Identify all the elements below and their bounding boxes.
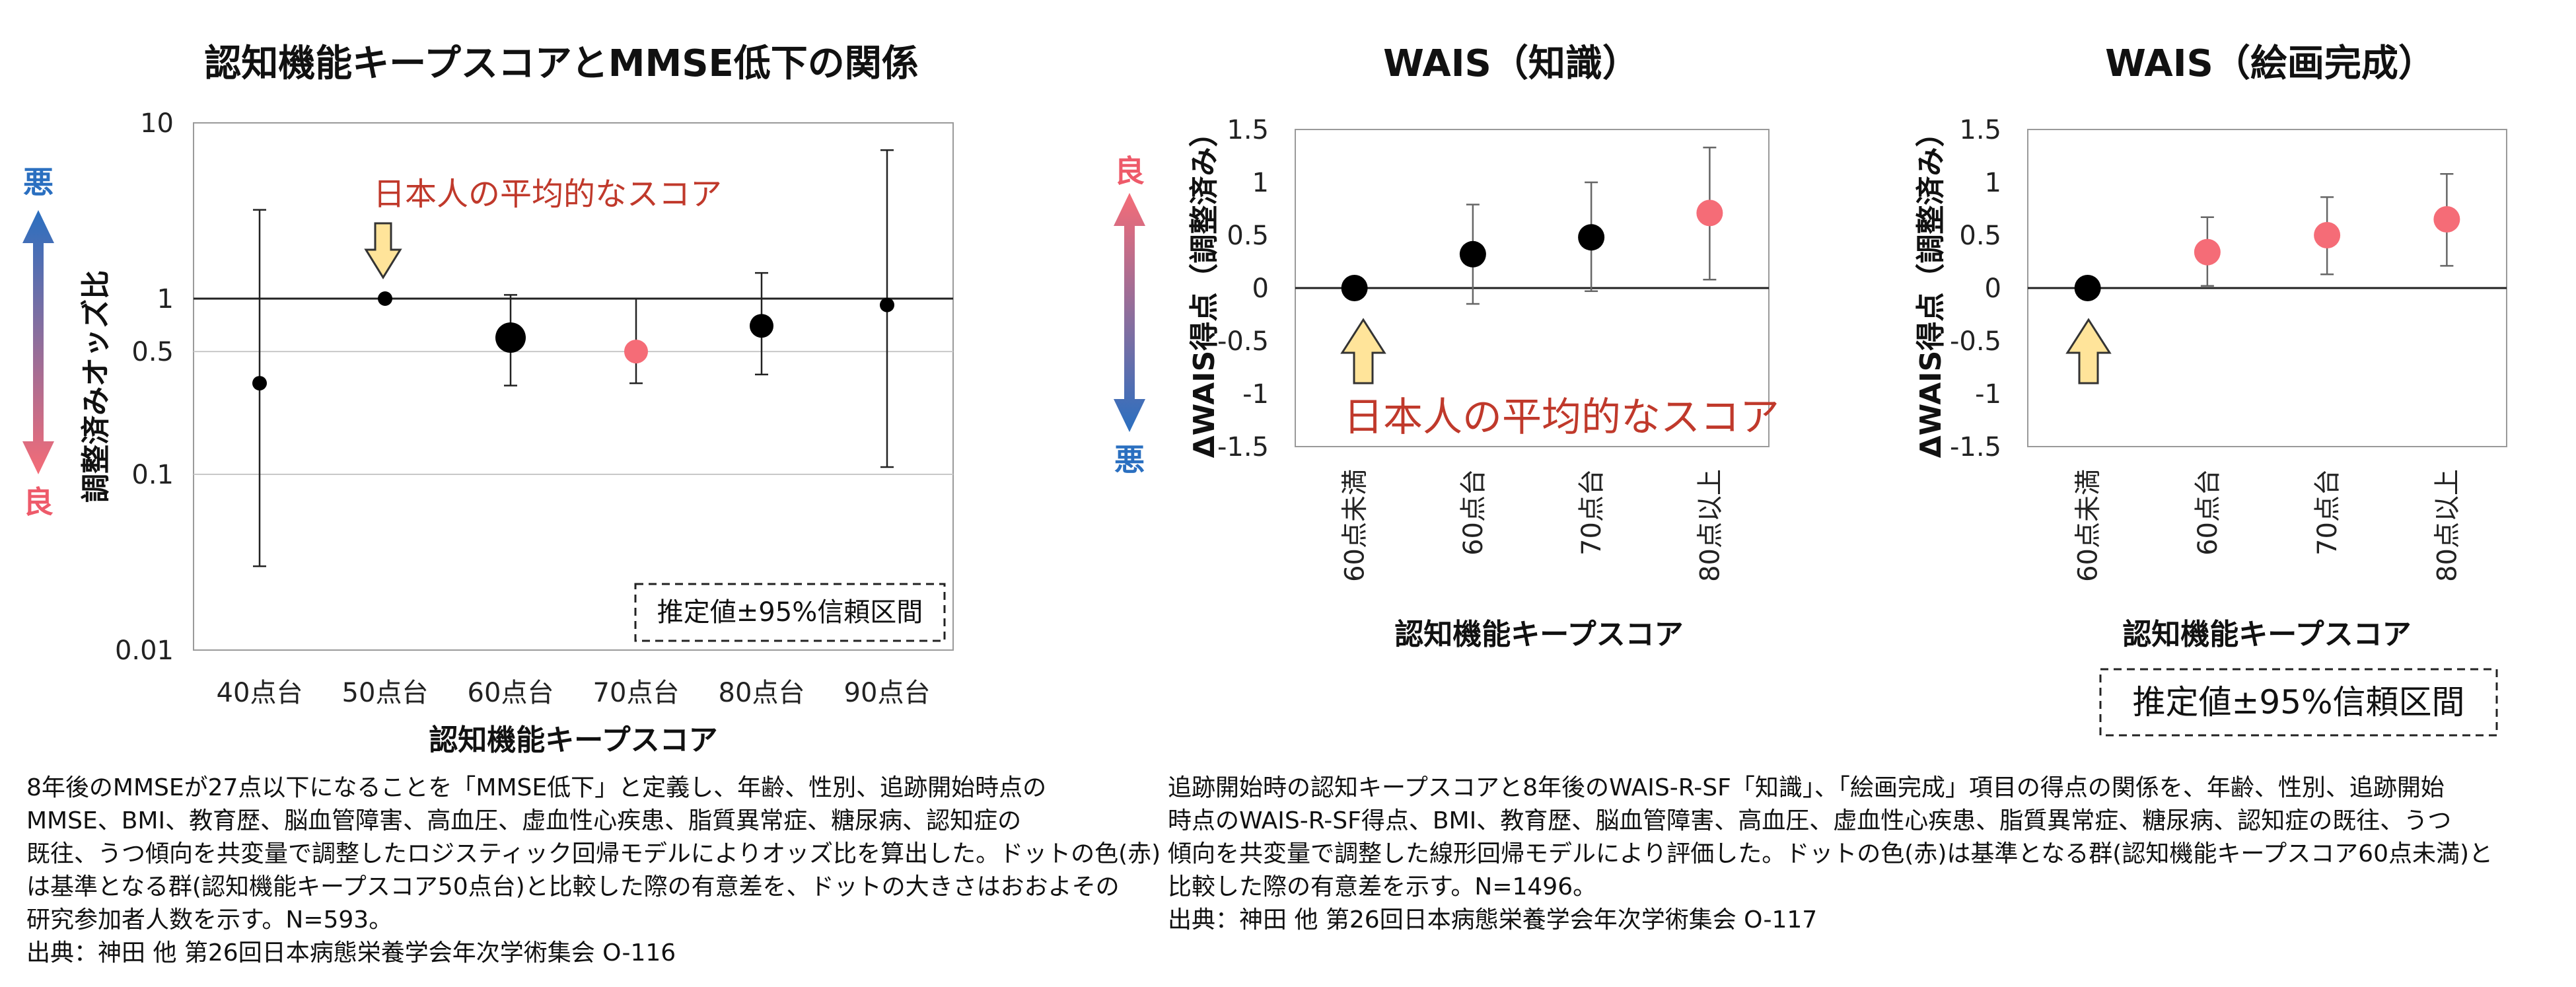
chart1-good-bad-arrow: [22, 210, 54, 474]
chart1-x-ticks: 40点台 50点台 60点台 70点台 80点台 90点台: [217, 678, 931, 708]
caption-left-line: 8年後のMMSEが27点以下になることを「MMSE低下」と定義し、年齢、性別、追…: [26, 774, 1047, 801]
chart1-legend: 推定値±95%信頼区間: [657, 597, 923, 628]
y-tick-label: 10: [140, 108, 174, 139]
data-point: [624, 340, 648, 364]
y-tick-label: 1: [157, 284, 174, 314]
chart1-x-label: 認知機能キープスコア: [429, 723, 717, 757]
chart1-points: [252, 291, 894, 391]
caption-left-line: 既往、うつ傾向を共変量で調整したロジスティック回帰モデルによりオッズ比を算出した…: [26, 840, 1161, 867]
chart3-annotation-arrow-icon: [2065, 318, 2112, 384]
chart3-x-ticks: 60点未満 60点台 70点台 80点以上: [2073, 469, 2463, 582]
chart2-bad-label: 悪: [1114, 442, 1145, 478]
chart2-annotation-arrow-icon: [1340, 318, 1386, 384]
chart1-y-label: 調整済みオッズ比: [79, 270, 113, 503]
x-tick-label: 70点台: [1577, 469, 1607, 556]
caption-left-source: 出典：神田 他 第26回日本病態栄養学会年次学術集会 O-116: [26, 939, 676, 967]
x-tick-label: 50点台: [342, 678, 429, 708]
chart2-title: WAIS（知識）: [1383, 42, 1639, 85]
x-tick-label: 60点未満: [2073, 469, 2104, 582]
caption-right-line: 傾向を共変量で調整した線形回帰モデルにより評価した。ドットの色(赤)は基準となる…: [1168, 840, 2493, 867]
y-tick-label: -1: [1975, 379, 2001, 410]
chart2-y-label: ΔWAIS得点（調整済み）: [1188, 118, 1221, 458]
x-tick-label: 60点台: [468, 678, 554, 708]
caption-left-line: は基準となる群(認知機能キープスコア50点台)と比較した際の有意差を、ドットの大…: [26, 873, 1120, 900]
data-point: [1341, 275, 1368, 301]
chart2-y-ticks: 1.5 1 0.5 0 -0.5 -1 -1.5: [1217, 115, 1269, 462]
data-point: [1578, 224, 1605, 251]
y-tick-label: -0.5: [1950, 326, 2001, 357]
wais-knowledge-chart: WAIS（知識） 1.5 1 0.5 0 -0.5 -1 -1.5 60点未満 60点台 70点…: [1114, 42, 1779, 651]
data-point: [880, 297, 894, 312]
x-tick-label: 60点台: [1458, 469, 1489, 556]
y-tick-label: -1.5: [1950, 432, 2001, 462]
x-tick-label: 70点台: [2312, 469, 2343, 556]
chart2-x-ticks: 60点未満 60点台 70点台 80点以上: [1340, 469, 1726, 582]
caption-left-line: MMSE、BMI、教育歴、脳血管障害、高血圧、虚血性心疾患、脂質異常症、糖尿病、…: [26, 807, 1022, 834]
chart1-annotation-arrow-icon: [364, 222, 402, 279]
chart1-plot-frame: [193, 122, 954, 651]
y-tick-label: 1.5: [1959, 115, 2001, 145]
caption-right-line: 比較した際の有意差を示す。N=1496。: [1168, 873, 1597, 900]
chart2-x-label: 認知機能キープスコア: [1394, 618, 1683, 651]
y-tick-label: -1.5: [1217, 432, 1269, 462]
data-point: [2314, 222, 2341, 248]
chart2-annotation: 日本人の平均的なスコア: [1343, 394, 1779, 441]
y-tick-label: 1: [1252, 168, 1269, 198]
caption-right: 追跡開始時の認知キープスコアと8年後のWAIS-R-SF「知識」、「絵画完成」項…: [1168, 772, 2561, 937]
y-tick-label: 1.5: [1227, 115, 1269, 145]
x-tick-label: 80点以上: [1695, 469, 1725, 582]
chart3-points: [2074, 206, 2460, 301]
y-tick-label: 0.5: [131, 337, 174, 367]
data-point: [252, 376, 267, 391]
y-tick-label: 0: [1985, 274, 2001, 304]
chart1-title: 認知機能キープスコアとMMSE低下の関係: [204, 42, 919, 85]
data-point: [2433, 206, 2460, 233]
y-tick-label: 0.1: [131, 460, 174, 490]
chart1-legend-box: [634, 583, 946, 642]
data-point: [1459, 240, 1486, 268]
y-tick-label: 0.5: [1959, 221, 2001, 251]
chart1-bad-label: 悪: [23, 164, 54, 200]
data-point: [750, 314, 773, 338]
y-tick-label: 0: [1252, 274, 1269, 304]
x-tick-label: 70点台: [593, 678, 680, 708]
caption-right-line: 時点のWAIS-R-SF得点、BMI、教育歴、脳血管障害、高血圧、虚血性心疾患、…: [1168, 807, 2452, 834]
chart3-y-ticks: 1.5 1 0.5 0 -0.5 -1 -1.5: [1950, 115, 2001, 462]
mmse-odds-chart: 認知機能キープスコアとMMSE低下の関係 10 1 0.5 0.1 0.01 40点台 5…: [22, 42, 954, 757]
chart2-points: [1341, 200, 1723, 301]
y-tick-label: -1: [1242, 379, 1269, 410]
data-point: [1696, 200, 1723, 227]
x-tick-label: 90点台: [844, 678, 931, 708]
data-point: [495, 322, 526, 353]
y-tick-label: -0.5: [1217, 326, 1269, 357]
y-tick-label: 1: [1985, 168, 2001, 198]
caption-left: 8年後のMMSEが27点以下になることを「MMSE低下」と定義し、年齢、性別、追…: [26, 772, 1202, 970]
chart2-good-bad-arrow: [1114, 193, 1145, 432]
chart1-gridlines: [194, 297, 953, 475]
data-point: [378, 291, 392, 306]
x-tick-label: 80点台: [719, 678, 805, 708]
x-tick-label: 60点台: [2193, 469, 2223, 556]
wais-picture-chart: WAIS（絵画完成） 1.5 1 0.5 0 -0.5 -1 -1.5 60点未満 60点台 7…: [1914, 42, 2507, 737]
caption-right-source: 出典：神田 他 第26回日本病態栄養学会年次学術集会 O-117: [1168, 906, 1818, 933]
chart1-good-label: 良: [23, 484, 54, 520]
chart1-annotation: 日本人の平均的なスコア: [373, 176, 722, 213]
x-tick-label: 80点以上: [2432, 469, 2462, 582]
caption-right-line: 追跡開始時の認知キープスコアと8年後のWAIS-R-SF「知識」、「絵画完成」項…: [1168, 774, 2445, 801]
chart3-legend: 推定値±95%信頼区間: [2132, 683, 2464, 721]
y-tick-label: 0.5: [1227, 221, 1269, 251]
caption-left-line: 研究参加者人数を示す。N=593。: [26, 906, 393, 933]
chart3-legend-box: [2099, 668, 2498, 737]
chart3-x-label: 認知機能キープスコア: [2122, 618, 2411, 651]
chart3-title: WAIS（絵画完成）: [2105, 42, 2435, 85]
x-tick-label: 60点未満: [1340, 469, 1371, 582]
chart2-good-label: 良: [1114, 153, 1145, 189]
x-tick-label: 40点台: [217, 678, 303, 708]
chart3-y-label: ΔWAIS得点（調整済み）: [1914, 118, 1948, 458]
data-point: [2074, 275, 2101, 301]
chart1-y-ticks: 10 1 0.5 0.1 0.01: [115, 108, 174, 666]
y-tick-label: 0.01: [115, 636, 174, 666]
data-point: [2194, 238, 2221, 266]
